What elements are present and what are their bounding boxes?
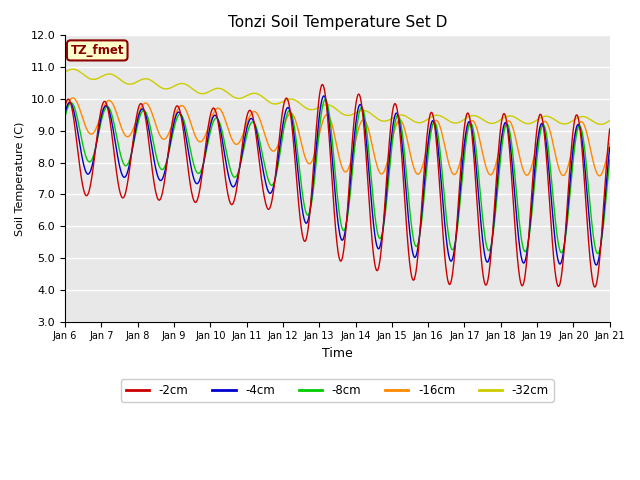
- Title: Tonzi Soil Temperature Set D: Tonzi Soil Temperature Set D: [228, 15, 447, 30]
- Legend: -2cm, -4cm, -8cm, -16cm, -32cm: -2cm, -4cm, -8cm, -16cm, -32cm: [121, 379, 554, 402]
- Text: TZ_fmet: TZ_fmet: [70, 44, 124, 57]
- Y-axis label: Soil Temperature (C): Soil Temperature (C): [15, 121, 25, 236]
- X-axis label: Time: Time: [322, 347, 353, 360]
